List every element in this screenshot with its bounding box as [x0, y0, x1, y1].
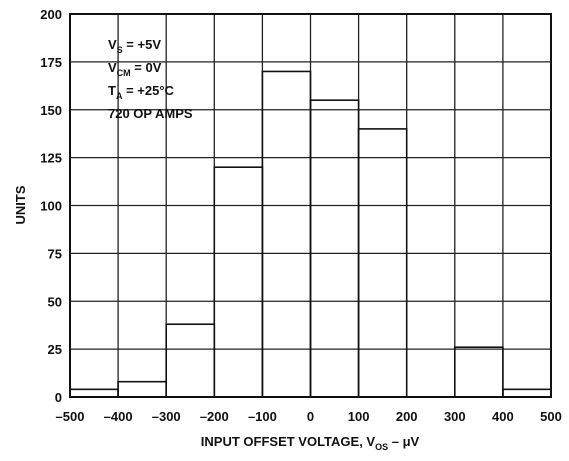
x-tick-label: 200	[396, 409, 418, 424]
annotation-line: VCM = 0V	[108, 60, 162, 78]
y-tick-label: 75	[48, 246, 62, 261]
annotation-line: 720 OP AMPS	[108, 106, 193, 121]
x-tick-label: 400	[492, 409, 514, 424]
x-tick-label: –200	[200, 409, 229, 424]
annotation-line: VS = +5V	[108, 37, 161, 55]
condition-annotations: VS = +5V VCM = 0V TA = +25°C 720 OP AMPS	[108, 37, 193, 121]
x-tick-labels: –500 –400 –300 –200 –100 0 100 200 300 400 500	[56, 409, 562, 424]
x-tick-label: –300	[152, 409, 181, 424]
x-tick-label: 100	[348, 409, 370, 424]
y-tick-label: 25	[48, 342, 62, 357]
y-tick-labels: 0 25 50 75 100 125 150 175 200	[40, 7, 62, 405]
y-tick-label: 175	[40, 55, 62, 70]
y-tick-label: 150	[40, 103, 62, 118]
x-tick-label: –100	[248, 409, 277, 424]
x-axis-title: INPUT OFFSET VOLTAGE, VOS – μV	[201, 434, 420, 452]
x-tick-label: 300	[444, 409, 466, 424]
y-tick-label: 125	[40, 151, 62, 166]
y-tick-label: 200	[40, 7, 62, 22]
x-tick-label: –400	[104, 409, 133, 424]
y-tick-label: 0	[55, 390, 62, 405]
y-tick-label: 50	[48, 294, 62, 309]
y-tick-label: 100	[40, 199, 62, 214]
plot-frame	[69, 13, 552, 398]
x-tick-label: –500	[56, 409, 85, 424]
annotation-line: TA = +25°C	[108, 83, 175, 101]
x-tick-label: 0	[307, 409, 314, 424]
x-tick-label: 500	[540, 409, 562, 424]
y-axis-title: UNITS	[13, 185, 28, 224]
